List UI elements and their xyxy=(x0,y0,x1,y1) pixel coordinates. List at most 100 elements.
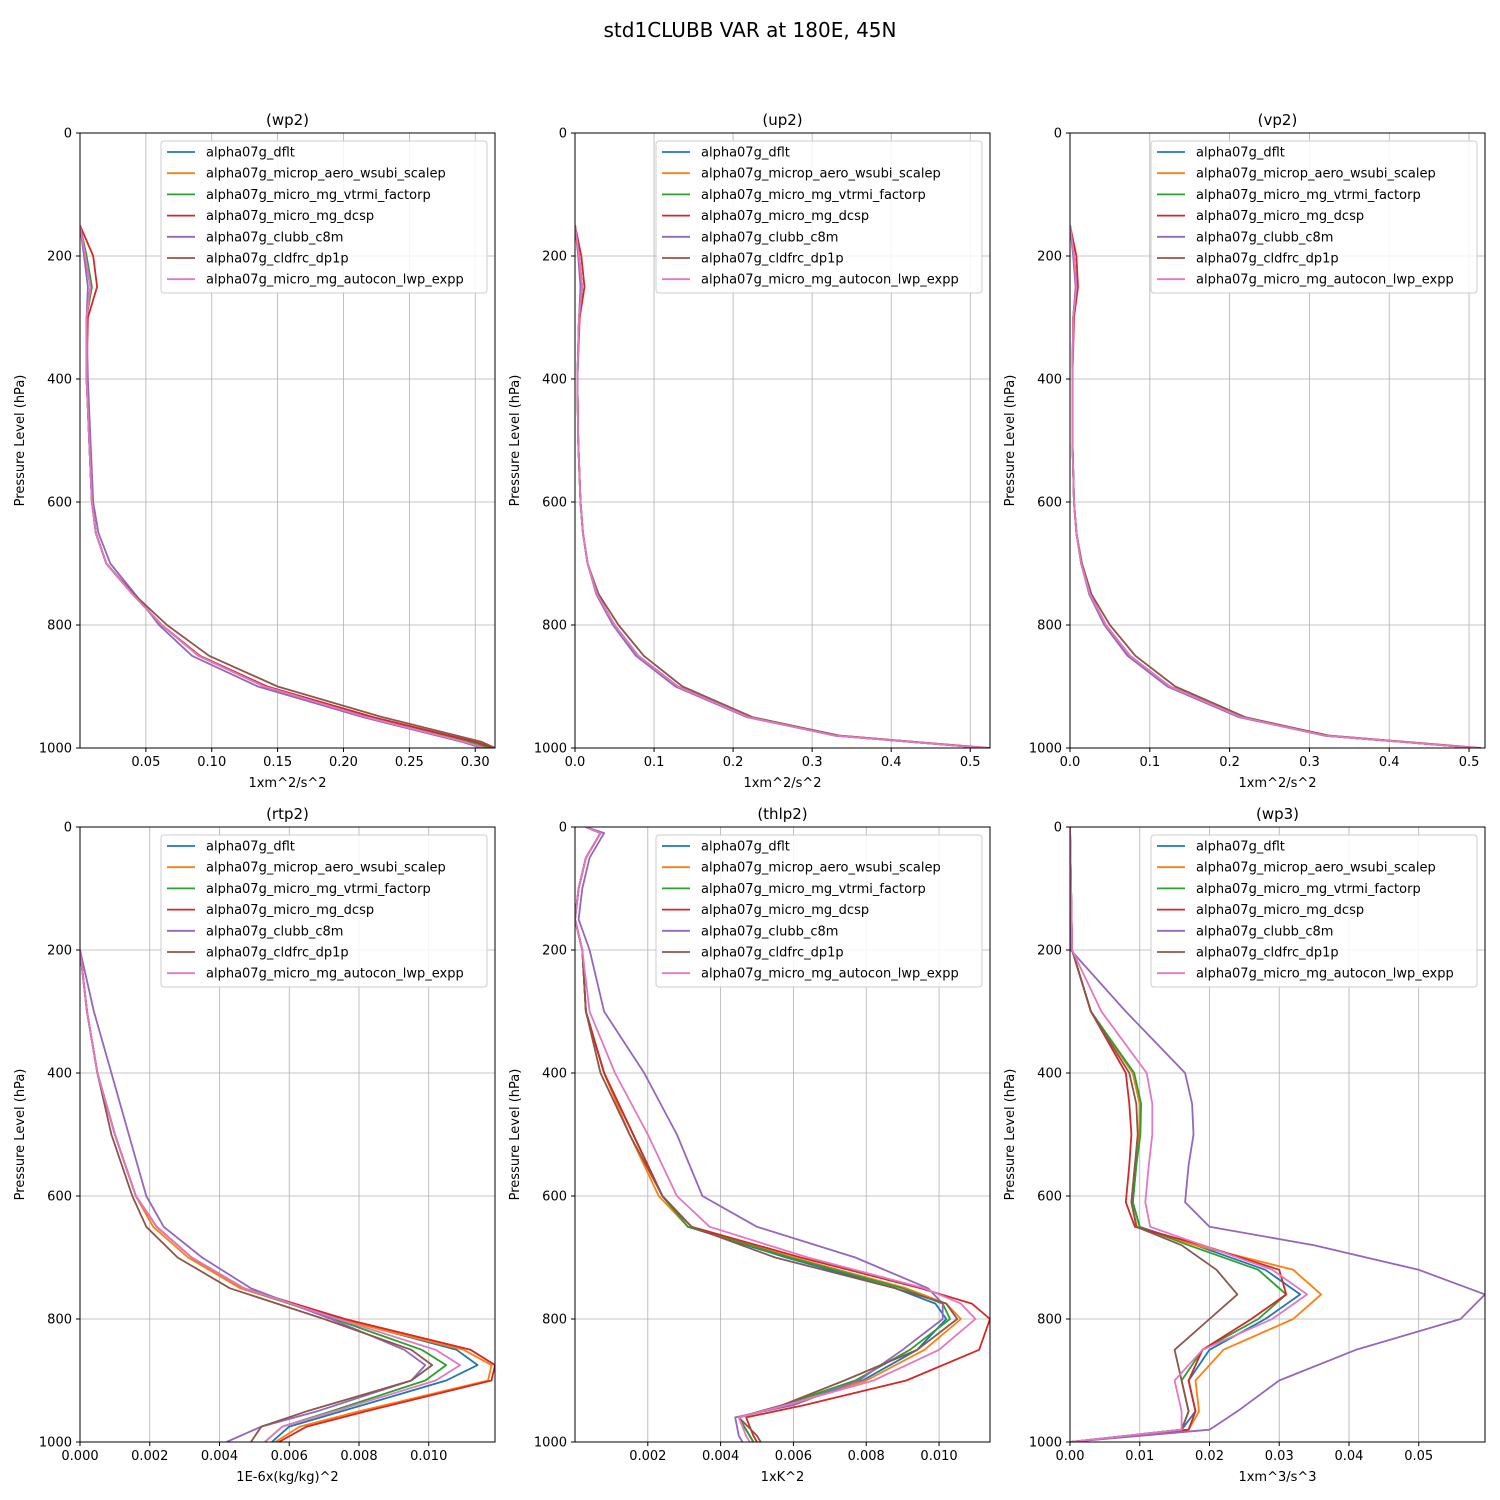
legend-box xyxy=(160,834,488,988)
legend-label: alpha07g_microp_aero_wsubi_scalep xyxy=(1196,861,1436,876)
y-tick-label: 600 xyxy=(1037,1190,1062,1205)
legend: alpha07g_dflt alpha07g_microp_aero_wsubi_… xyxy=(160,834,488,988)
x-axis-label: 1E-6x(kg/kg)^2 xyxy=(236,1470,338,1485)
x-axis-label: 1xK^2 xyxy=(761,1470,805,1485)
y-axis-label: Pressure Level (hPa) xyxy=(508,1069,523,1201)
legend-label: alpha07g_dflt xyxy=(206,840,295,855)
x-tick-label: 0.01 xyxy=(1125,1449,1154,1464)
series-line xyxy=(1070,827,1308,1442)
legend-label: alpha07g_clubb_c8m xyxy=(1196,924,1333,939)
y-axis-label: Pressure Level (hPa) xyxy=(1003,375,1018,507)
x-tick-label: 0.02 xyxy=(1195,1449,1224,1464)
y-tick-label: 600 xyxy=(542,496,567,511)
x-tick-label: 0.0 xyxy=(565,755,586,770)
legend-label: alpha07g_micro_mg_dcsp xyxy=(701,209,869,224)
legend-label: alpha07g_micro_mg_dcsp xyxy=(206,209,374,224)
y-tick-label: 600 xyxy=(1037,496,1062,511)
legend-label: alpha07g_micro_mg_vtrmi_factorp xyxy=(206,188,431,203)
x-tick-label: 0.006 xyxy=(775,1449,812,1464)
y-tick-label: 400 xyxy=(47,373,72,388)
legend-label: alpha07g_cldfrc_dp1p xyxy=(1196,946,1339,961)
y-tick-label: 800 xyxy=(542,1313,567,1328)
series-line xyxy=(1070,225,1478,748)
chart-panel: 0.002 0.004 0.006 0.008 0.010 0 200 400 600 800 10… xyxy=(508,805,991,1485)
x-tick-label: 0.04 xyxy=(1335,1449,1364,1464)
legend-box xyxy=(1150,834,1478,988)
series-line xyxy=(80,949,462,1442)
y-tick-label: 600 xyxy=(542,1190,567,1205)
legend-label: alpha07g_micro_mg_autocon_lwp_expp xyxy=(701,273,959,288)
x-tick-label: 0.15 xyxy=(263,755,292,770)
x-tick-label: 0.30 xyxy=(461,755,490,770)
chart-panel: 0.0 0.1 0.2 0.3 0.4 0.5 0 200 400 600 800 1000 (vp2)… xyxy=(1003,111,1486,791)
legend: alpha07g_dflt alpha07g_microp_aero_wsubi_… xyxy=(160,140,488,294)
y-tick-label: 800 xyxy=(542,619,567,634)
y-tick-label: 400 xyxy=(1037,1067,1062,1082)
legend-label: alpha07g_micro_mg_vtrmi_factorp xyxy=(701,188,926,203)
y-tick-label: 0 xyxy=(1054,821,1062,836)
legend-label: alpha07g_microp_aero_wsubi_scalep xyxy=(701,167,941,182)
legend-label: alpha07g_microp_aero_wsubi_scalep xyxy=(1196,167,1436,182)
legend-label: alpha07g_clubb_c8m xyxy=(206,230,343,245)
y-tick-label: 200 xyxy=(47,250,72,265)
legend-box xyxy=(1150,140,1478,294)
axes-frame xyxy=(79,132,496,749)
legend-label: alpha07g_micro_mg_vtrmi_factorp xyxy=(701,882,926,897)
legend-label: alpha07g_cldfrc_dp1p xyxy=(701,252,844,267)
y-tick-label: 200 xyxy=(1037,944,1062,959)
series-group xyxy=(80,949,495,1442)
y-tick-label: 200 xyxy=(542,944,567,959)
legend-label: alpha07g_clubb_c8m xyxy=(701,924,838,939)
y-tick-label: 1000 xyxy=(534,1436,567,1451)
legend-label: alpha07g_dflt xyxy=(1196,840,1285,855)
legend-label: alpha07g_micro_mg_dcsp xyxy=(1196,903,1364,918)
chart-panel: 0.00 0.01 0.02 0.03 0.04 0.05 0 200 400 600 800 100… xyxy=(1003,805,1486,1485)
axes-frame xyxy=(574,132,991,749)
x-axis-label: 1xm^2/s^2 xyxy=(248,776,326,791)
y-tick-label: 1000 xyxy=(39,742,72,757)
y-tick-label: 0 xyxy=(64,821,72,836)
legend: alpha07g_dflt alpha07g_microp_aero_wsubi_… xyxy=(1150,140,1478,294)
legend-label: alpha07g_micro_mg_dcsp xyxy=(1196,209,1364,224)
x-tick-label: 0.004 xyxy=(702,1449,739,1464)
y-tick-label: 400 xyxy=(542,1067,567,1082)
y-axis-label: Pressure Level (hPa) xyxy=(13,375,28,507)
series-group xyxy=(575,225,990,748)
legend-label: alpha07g_micro_mg_vtrmi_factorp xyxy=(206,882,431,897)
chart-panel: 0.05 0.10 0.15 0.20 0.25 0.30 0 200 400 600 800 100… xyxy=(13,111,496,791)
x-tick-label: 0.05 xyxy=(1404,1449,1433,1464)
legend-label: alpha07g_micro_mg_dcsp xyxy=(701,903,869,918)
x-tick-label: 0.006 xyxy=(271,1449,308,1464)
x-tick-label: 0.3 xyxy=(802,755,823,770)
legend-label: alpha07g_microp_aero_wsubi_scalep xyxy=(206,167,446,182)
series-line xyxy=(575,225,987,748)
x-tick-label: 0.10 xyxy=(197,755,226,770)
x-tick-label: 0.000 xyxy=(61,1449,98,1464)
y-tick-label: 800 xyxy=(1037,619,1062,634)
x-tick-label: 0.5 xyxy=(1459,755,1480,770)
x-tick-label: 0.25 xyxy=(395,755,424,770)
y-tick-label: 0 xyxy=(559,821,567,836)
legend-box xyxy=(655,140,983,294)
y-tick-label: 1000 xyxy=(1029,1436,1062,1451)
series-line xyxy=(80,225,483,748)
y-tick-label: 800 xyxy=(47,1313,72,1328)
legend-label: alpha07g_micro_mg_autocon_lwp_expp xyxy=(1196,273,1454,288)
x-axis-label: 1xm^3/s^3 xyxy=(1238,1470,1316,1485)
legend-label: alpha07g_dflt xyxy=(206,146,295,161)
legend-label: alpha07g_microp_aero_wsubi_scalep xyxy=(701,861,941,876)
axes-frame xyxy=(1069,132,1486,749)
y-axis-label: Pressure Level (hPa) xyxy=(508,375,523,507)
x-tick-label: 0.1 xyxy=(644,755,665,770)
figure-title: std1CLUBB VAR at 180E, 45N xyxy=(604,18,897,42)
y-tick-label: 400 xyxy=(47,1067,72,1082)
series-group xyxy=(1070,225,1482,748)
series-group xyxy=(575,827,990,1442)
legend-label: alpha07g_cldfrc_dp1p xyxy=(206,252,349,267)
legend-label: alpha07g_micro_mg_autocon_lwp_expp xyxy=(206,967,464,982)
legend-box xyxy=(655,834,983,988)
y-tick-label: 0 xyxy=(64,127,72,142)
x-axis-label: 1xm^2/s^2 xyxy=(743,776,821,791)
x-axis-label: 1xm^2/s^2 xyxy=(1238,776,1316,791)
